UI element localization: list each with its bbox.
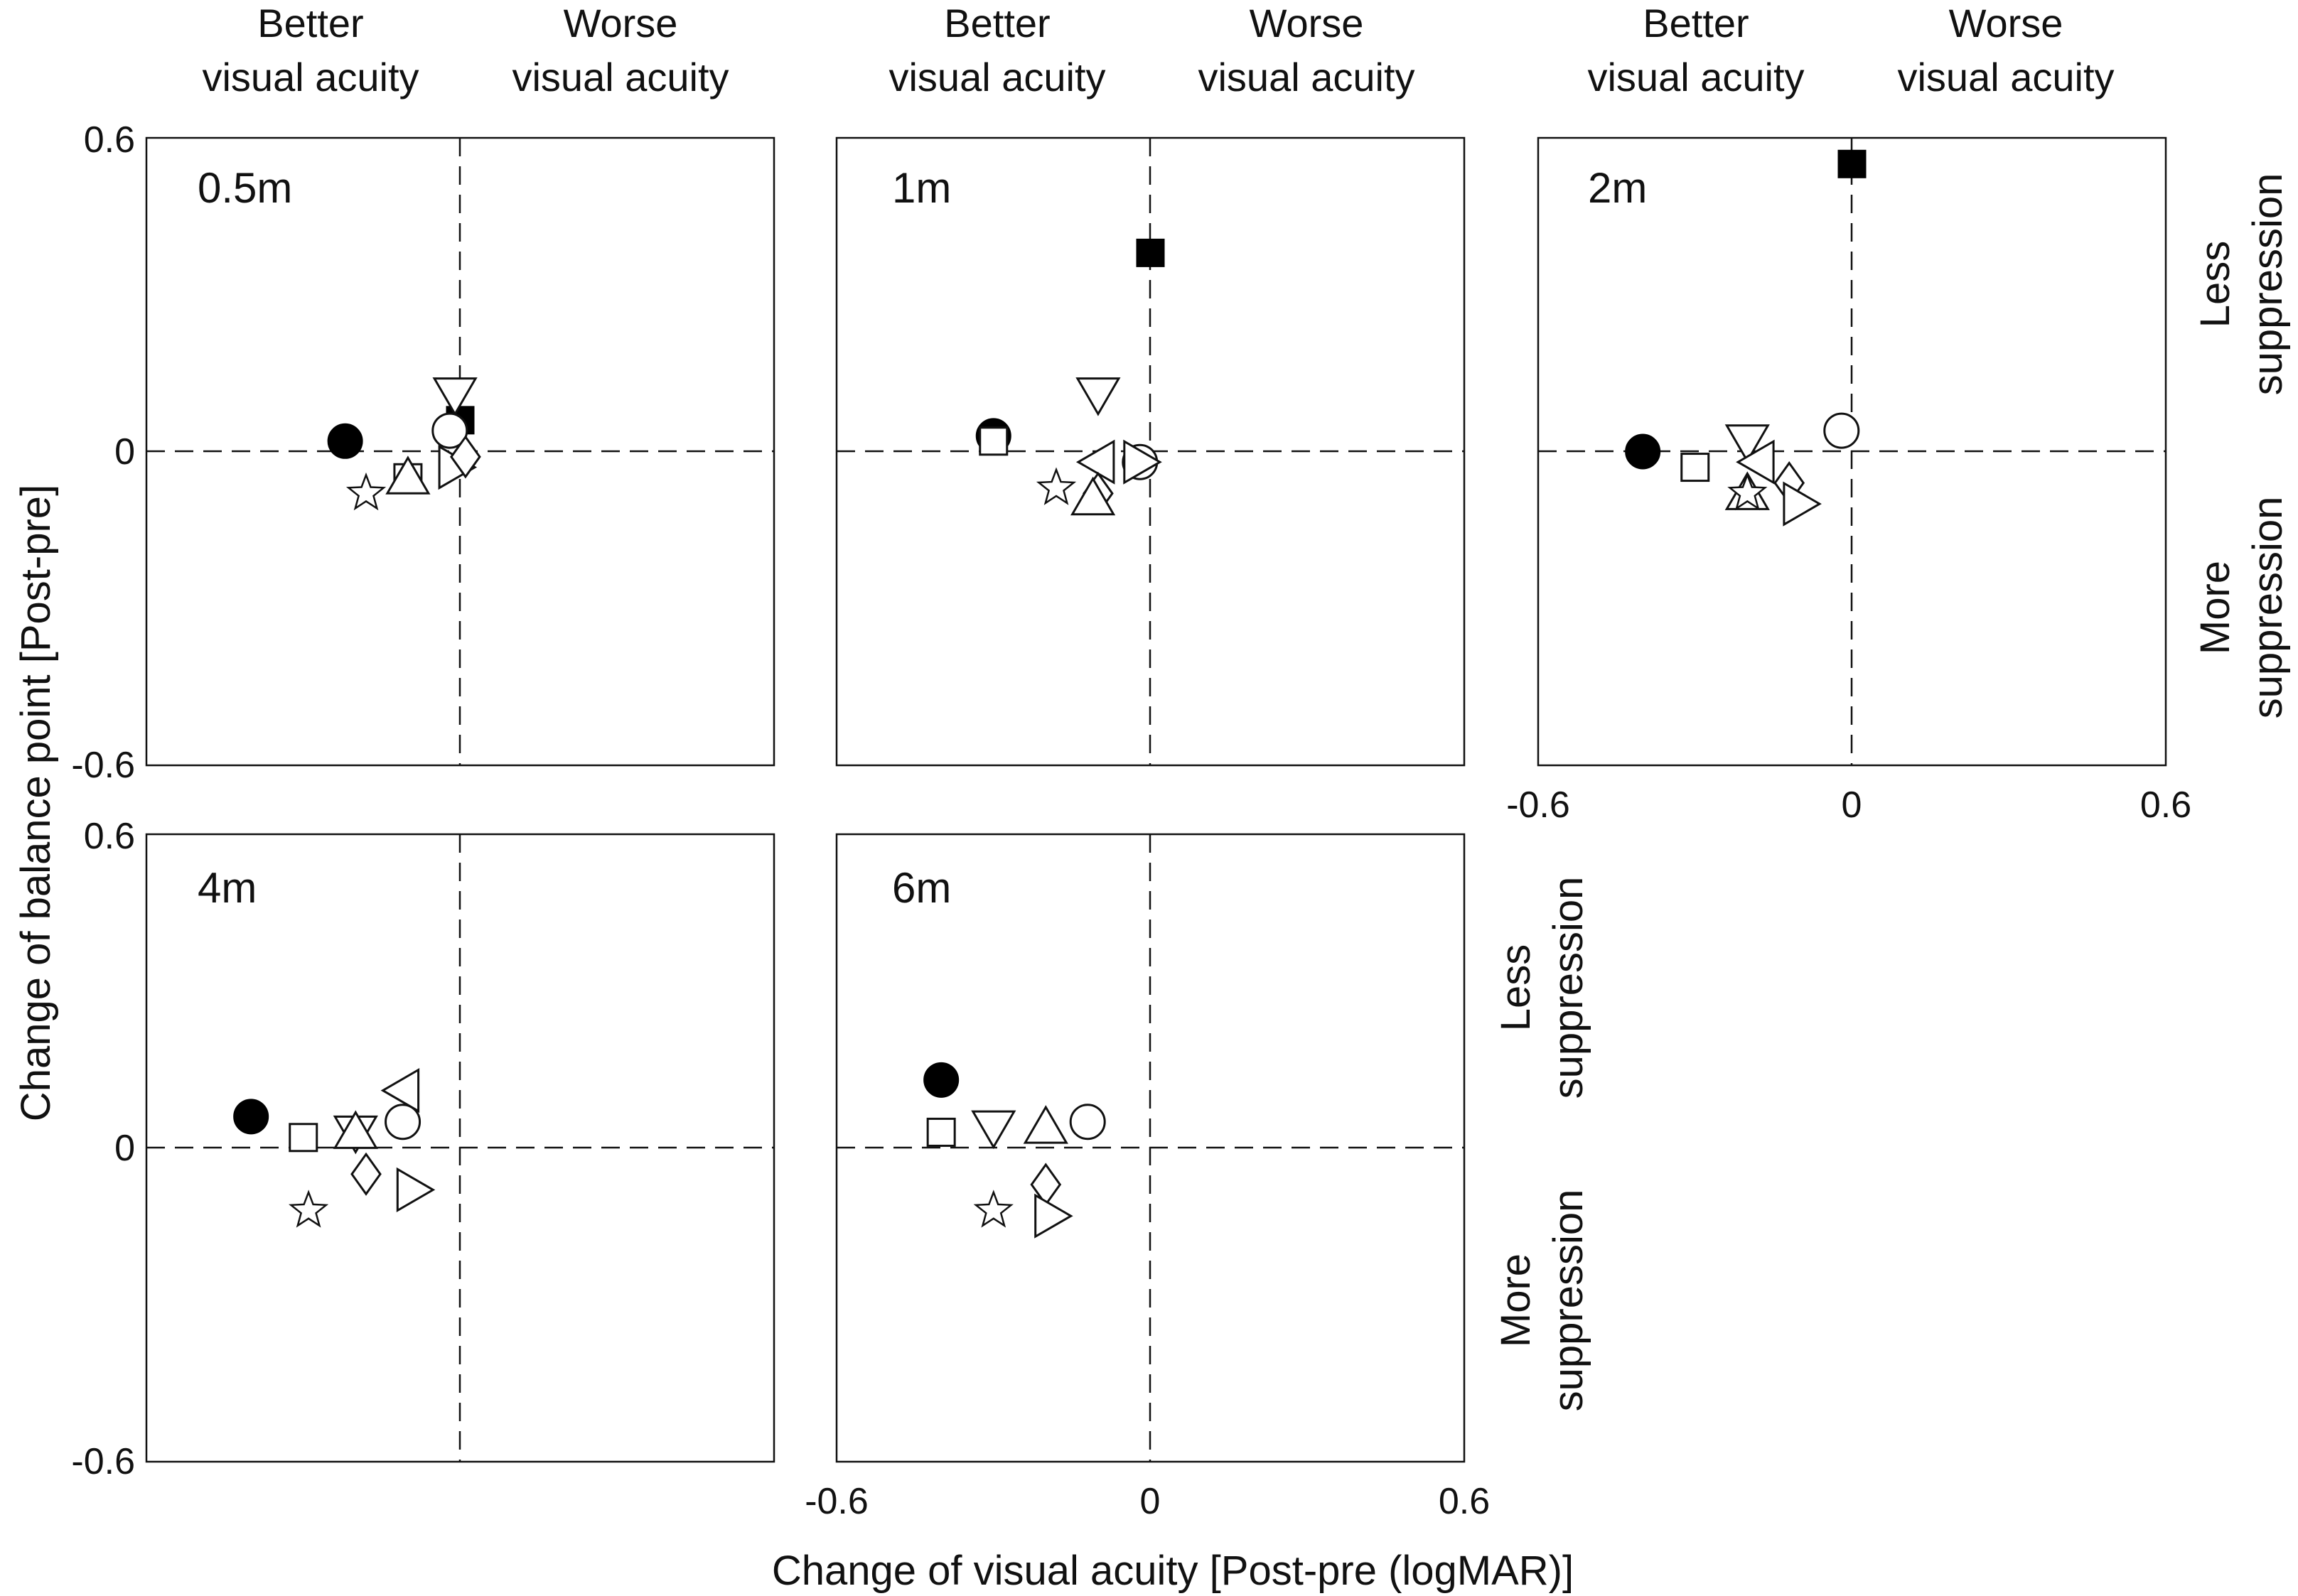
- side-less-2b: suppression: [1545, 877, 1591, 1099]
- data-point-open-square: [926, 1117, 956, 1147]
- data-point-open-star: [1727, 472, 1768, 511]
- data-point-open-down-triangle: [971, 1110, 1016, 1150]
- data-point-open-down-triangle: [1724, 424, 1770, 463]
- data-point-filled-circle: [1625, 433, 1661, 470]
- panel-6m-points: [923, 1062, 1106, 1239]
- y-axis-title: Change of balance point [Post-pre]: [13, 485, 59, 1121]
- x-tick-right-6m: 0.6: [1439, 1481, 1490, 1522]
- data-point-open-up-triangle: [333, 1110, 378, 1149]
- panel-0p5m-label: 0.5m: [198, 164, 292, 212]
- panel-1m-points: [975, 238, 1165, 516]
- data-point-open-diamond: [350, 1152, 382, 1196]
- panel-6m: 6m: [835, 833, 1466, 1463]
- side-more-1b: suppression: [2245, 497, 2291, 719]
- y-tick-mid-row2: 0: [114, 1128, 135, 1169]
- data-point-open-diamond: [450, 435, 481, 479]
- header-worse-3b: visual acuity: [1897, 55, 2114, 99]
- data-point-open-star: [973, 1190, 1014, 1228]
- header-worse-1a: Worse: [564, 1, 678, 45]
- header-worse-3a: Worse: [1949, 1, 2063, 45]
- panel-2m-label: 2m: [1588, 164, 1647, 212]
- data-point-open-circle: [1069, 1104, 1106, 1141]
- header-better-3a: Better: [1643, 1, 1749, 45]
- header-better-1b: visual acuity: [202, 55, 419, 99]
- x-tick-left-2m: -0.6: [1506, 784, 1570, 826]
- panel-4m: 4m: [145, 833, 775, 1463]
- panel-1m-label: 1m: [892, 164, 951, 212]
- data-point-open-down-triangle: [1075, 377, 1121, 416]
- header-better-3b: visual acuity: [1587, 55, 1804, 99]
- data-point-open-left-triangle: [1075, 439, 1115, 485]
- header-worse-1b: visual acuity: [512, 55, 729, 99]
- data-point-open-square: [1680, 453, 1710, 482]
- header-better-2b: visual acuity: [888, 55, 1105, 99]
- data-point-open-down-triangle: [432, 377, 478, 416]
- side-more-2b: suppression: [1545, 1190, 1591, 1412]
- data-point-open-left-triangle: [380, 1067, 420, 1114]
- panel-4m-points: [233, 1067, 436, 1228]
- side-labels-row2: Less suppression More suppression: [1493, 877, 1591, 1412]
- data-point-open-right-triangle: [1123, 439, 1162, 485]
- x-tick-left-6m: -0.6: [805, 1481, 869, 1522]
- x-ticks: -0.6 0 0.6 -0.6 0 0.6: [805, 784, 2191, 1522]
- data-point-open-up-triangle: [1070, 476, 1116, 516]
- panel-2m-points: [1625, 149, 1867, 527]
- y-tick-bottom-row2: -0.6: [71, 1441, 135, 1482]
- header-worse-2b: visual acuity: [1198, 55, 1414, 99]
- data-point-open-right-triangle: [396, 1167, 436, 1213]
- data-point-open-up-triangle: [1023, 1105, 1068, 1144]
- x-tick-mid-2m: 0: [1842, 784, 1862, 826]
- x-axis-title: Change of visual acuity [Post-pre (logMA…: [772, 1548, 1574, 1594]
- side-labels-row1: Less suppression More suppression: [2192, 173, 2291, 719]
- data-point-filled-circle: [327, 423, 363, 459]
- x-tick-right-2m: 0.6: [2140, 784, 2191, 826]
- data-point-open-left-triangle: [1736, 439, 1775, 485]
- data-point-open-right-triangle: [1783, 481, 1822, 527]
- panel-6m-label: 6m: [892, 864, 951, 912]
- side-less-2a: Less: [1493, 944, 1539, 1032]
- data-point-open-star: [1036, 467, 1077, 505]
- panel-2m: 2m: [1537, 136, 2167, 767]
- header-better-1a: Better: [257, 1, 363, 45]
- side-more-1a: More: [2192, 561, 2238, 654]
- data-point-filled-circle: [233, 1099, 269, 1135]
- data-point-open-star: [345, 472, 387, 511]
- data-point-open-circle: [1823, 412, 1860, 449]
- data-point-filled-circle: [923, 1062, 960, 1098]
- y-tick-top-row2: 0.6: [84, 816, 135, 857]
- side-more-2a: More: [1493, 1253, 1539, 1347]
- data-point-open-square: [289, 1123, 318, 1153]
- y-ticks: 0.6 0 -0.6 0.6 0 -0.6: [71, 119, 135, 1482]
- panel-0p5m-points: [327, 377, 481, 511]
- y-tick-top-row1: 0.6: [84, 119, 135, 161]
- panel-0p5m: 0.5m: [145, 136, 775, 767]
- panel-4m-label: 4m: [198, 864, 257, 912]
- data-point-open-circle: [431, 412, 468, 449]
- x-tick-mid-6m: 0: [1140, 1481, 1161, 1522]
- data-point-open-star: [289, 1190, 329, 1228]
- data-point-open-up-triangle: [385, 455, 431, 495]
- data-point-filled-square: [1136, 238, 1165, 267]
- data-point-filled-square: [1837, 149, 1867, 178]
- panel-1m: 1m: [835, 136, 1466, 767]
- column-headers: Better visual acuity Worse visual acuity…: [202, 1, 2114, 99]
- data-point-open-circle: [385, 1104, 422, 1141]
- y-tick-mid-row1: 0: [114, 431, 135, 473]
- y-tick-bottom-row1: -0.6: [71, 745, 135, 786]
- data-point-open-square: [979, 426, 1009, 456]
- header-better-2a: Better: [944, 1, 1050, 45]
- header-worse-2a: Worse: [1250, 1, 1364, 45]
- side-less-1a: Less: [2192, 241, 2238, 328]
- side-less-1b: suppression: [2245, 173, 2291, 396]
- data-point-open-right-triangle: [1034, 1193, 1073, 1239]
